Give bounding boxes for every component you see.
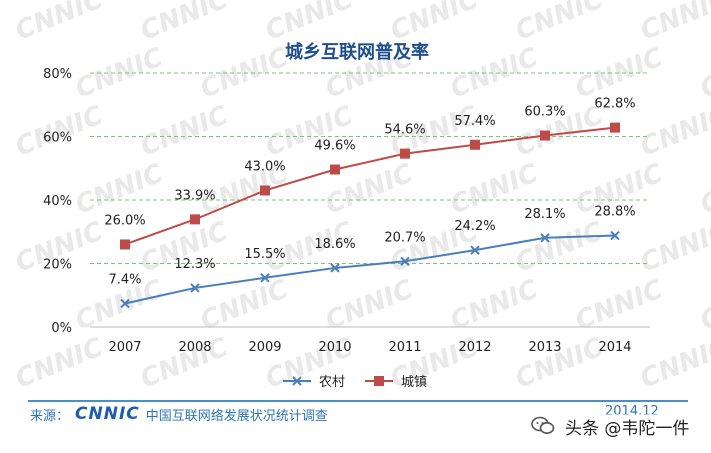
data-point <box>120 239 130 250</box>
account-overlay-text: 头条 @韦陀一件 <box>562 413 693 439</box>
source-label: 来源： <box>30 408 70 424</box>
series-line <box>124 126 616 246</box>
y-tick-label: 60% <box>43 131 72 146</box>
data-label: 43.0% <box>244 159 285 174</box>
data-point <box>260 273 270 283</box>
legend-label: 城镇 <box>401 375 427 390</box>
chart-title: 城乡互联网普及率 <box>285 41 429 63</box>
data-label: 12.3% <box>174 257 215 272</box>
data-label: 57.4% <box>454 114 495 129</box>
data-point <box>540 233 550 243</box>
wechat-icon <box>531 416 555 434</box>
data-label: 15.5% <box>244 247 285 262</box>
account-overlay: 头条 @韦陀一件 <box>530 408 708 444</box>
legend-marker <box>374 376 384 386</box>
data-point <box>610 230 620 241</box>
x-tick-label: 2009 <box>248 340 281 355</box>
data-point <box>470 245 480 255</box>
data-label: 54.6% <box>384 123 425 138</box>
x-tick-label: 2007 <box>108 340 141 355</box>
x-tick-label: 2011 <box>388 340 421 355</box>
source-line: 来源： CNNIC 中国互联网络发展状况统计调查 <box>30 404 328 424</box>
y-tick-label: 20% <box>43 258 72 273</box>
x-tick-label: 2010 <box>318 340 351 355</box>
data-point <box>610 122 620 133</box>
footer-divider <box>28 400 688 402</box>
data-label: 28.8% <box>594 205 635 220</box>
x-tick-label: 2008 <box>178 340 211 355</box>
line-chart: 城乡互联网普及率 0% 20% 40% 60% 80% 2007 2008 2009 2010 20… <box>43 41 650 390</box>
x-tick-label: 2014 <box>598 340 631 355</box>
data-label: 20.7% <box>384 230 425 245</box>
x-tick-label: 2012 <box>458 340 491 355</box>
data-point <box>330 164 340 175</box>
data-point <box>120 298 130 309</box>
data-point <box>190 214 200 225</box>
data-label: 33.9% <box>174 188 215 203</box>
x-tick-label: 2013 <box>528 340 561 355</box>
y-tick-label: 40% <box>43 194 72 209</box>
data-label: 49.6% <box>314 139 355 154</box>
data-point <box>540 130 550 141</box>
data-label: 7.4% <box>108 273 141 288</box>
series-line <box>124 234 616 305</box>
legend-label: 农村 <box>319 375 345 390</box>
y-tick-label: 0% <box>51 321 72 336</box>
data-point <box>400 256 410 266</box>
source-text: 中国互联网络发展状况统计调查 <box>145 408 328 424</box>
data-label: 24.2% <box>454 219 495 234</box>
cnnic-logo: CNNIC <box>75 404 140 424</box>
data-label: 28.1% <box>524 207 565 222</box>
data-point <box>400 148 410 159</box>
legend-marker <box>292 376 302 386</box>
data-label: 26.0% <box>104 213 145 228</box>
data-label: 62.8% <box>594 97 635 112</box>
data-point <box>190 283 200 293</box>
y-tick-label: 80% <box>43 67 72 82</box>
data-label: 18.6% <box>314 237 355 252</box>
data-point <box>260 185 270 196</box>
data-label: 60.3% <box>524 105 565 120</box>
data-point <box>330 263 340 273</box>
data-point <box>470 139 480 150</box>
